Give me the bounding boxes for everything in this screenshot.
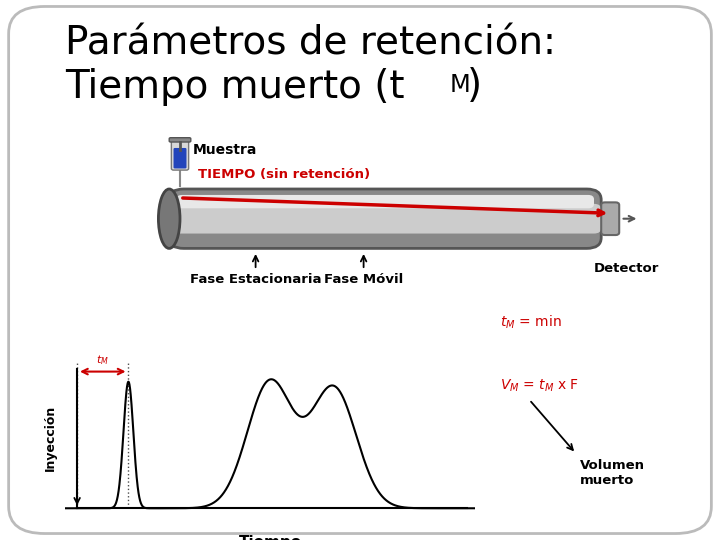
FancyBboxPatch shape [169,204,601,233]
Text: Fase Estacionaria: Fase Estacionaria [190,273,321,286]
Text: Volumen
muerto: Volumen muerto [580,459,644,487]
Text: Fase Móvil: Fase Móvil [324,273,403,286]
Text: M: M [450,73,471,97]
Text: $V_M$ = $t_M$ x F: $V_M$ = $t_M$ x F [500,378,580,394]
Text: Inyección: Inyección [44,404,57,470]
Text: Tiempo muerto (t: Tiempo muerto (t [65,68,405,105]
FancyBboxPatch shape [169,189,601,248]
Text: Parámetros de retención:: Parámetros de retención: [65,24,556,62]
Text: Tiempo: Tiempo [238,535,302,540]
FancyBboxPatch shape [171,140,189,170]
Ellipse shape [158,189,180,248]
Text: TIEMPO (sin retención): TIEMPO (sin retención) [198,168,370,181]
Text: $t_M$: $t_M$ [96,353,109,367]
FancyBboxPatch shape [169,138,191,142]
FancyBboxPatch shape [176,195,594,208]
Text: Muestra: Muestra [193,143,257,157]
FancyBboxPatch shape [601,202,619,235]
Text: ): ) [467,68,482,105]
Text: Detector: Detector [594,262,659,275]
Text: $t_M$ = min: $t_M$ = min [500,313,562,330]
FancyBboxPatch shape [9,6,711,534]
FancyBboxPatch shape [174,148,186,168]
